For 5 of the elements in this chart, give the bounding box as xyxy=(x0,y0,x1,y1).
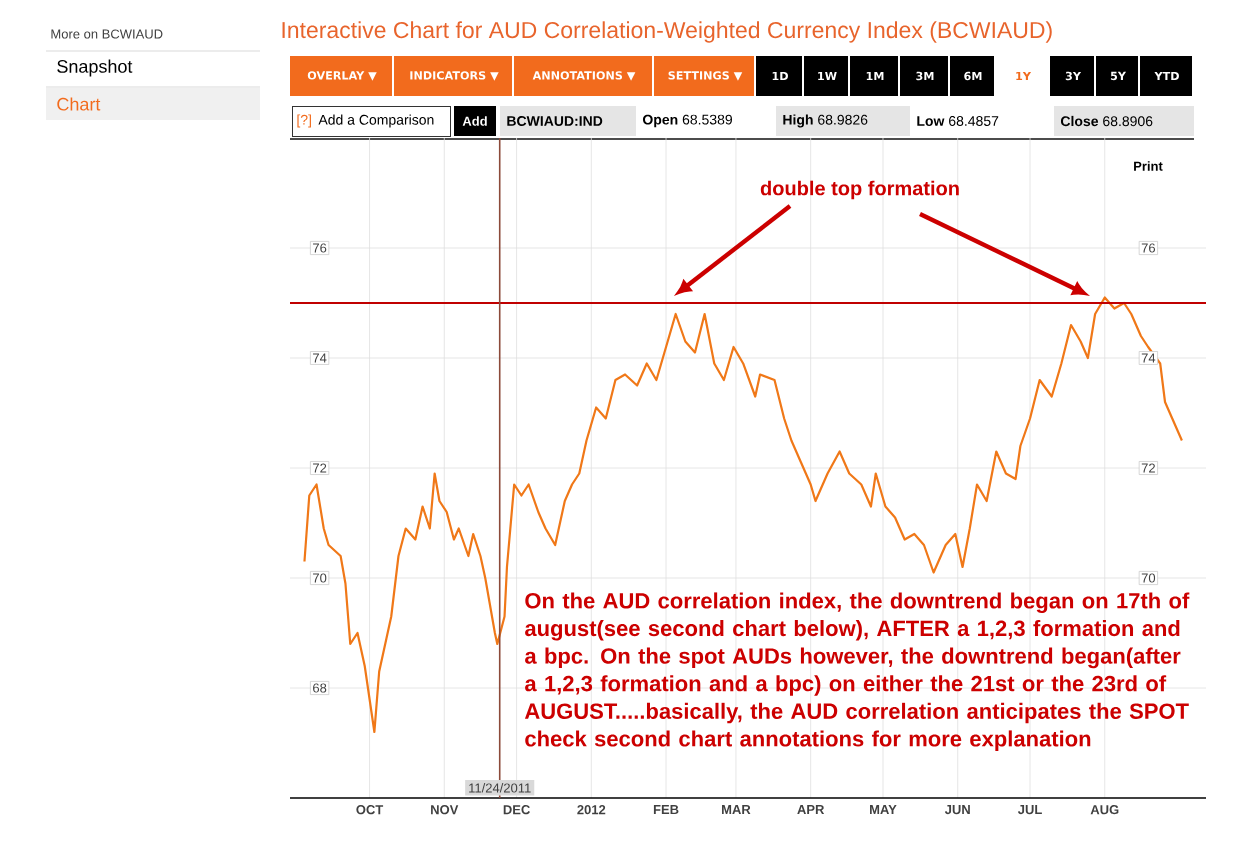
text: Snapshot xyxy=(57,59,133,77)
annotation: double top formation xyxy=(760,180,959,200)
chart-title: Interactive Chart for AUD Correlation-Weighted Currency Index (BCWIAUD) xyxy=(282,21,1052,43)
text: Chart xyxy=(57,97,101,111)
annotation: On the AUD correlation index, the downtrend began on 17th of august(see second chart below), AFTER a 1,2,3 formation and a bpc. On the spot AUDs however, the downtrend began(after a 1,2,3 formation and a bpc) on either the 21st or the 23rd of AUGUST.....basically, the AUD correlation anticipates the SPOT check second chart annotations for more explanation xyxy=(524,592,1190,751)
